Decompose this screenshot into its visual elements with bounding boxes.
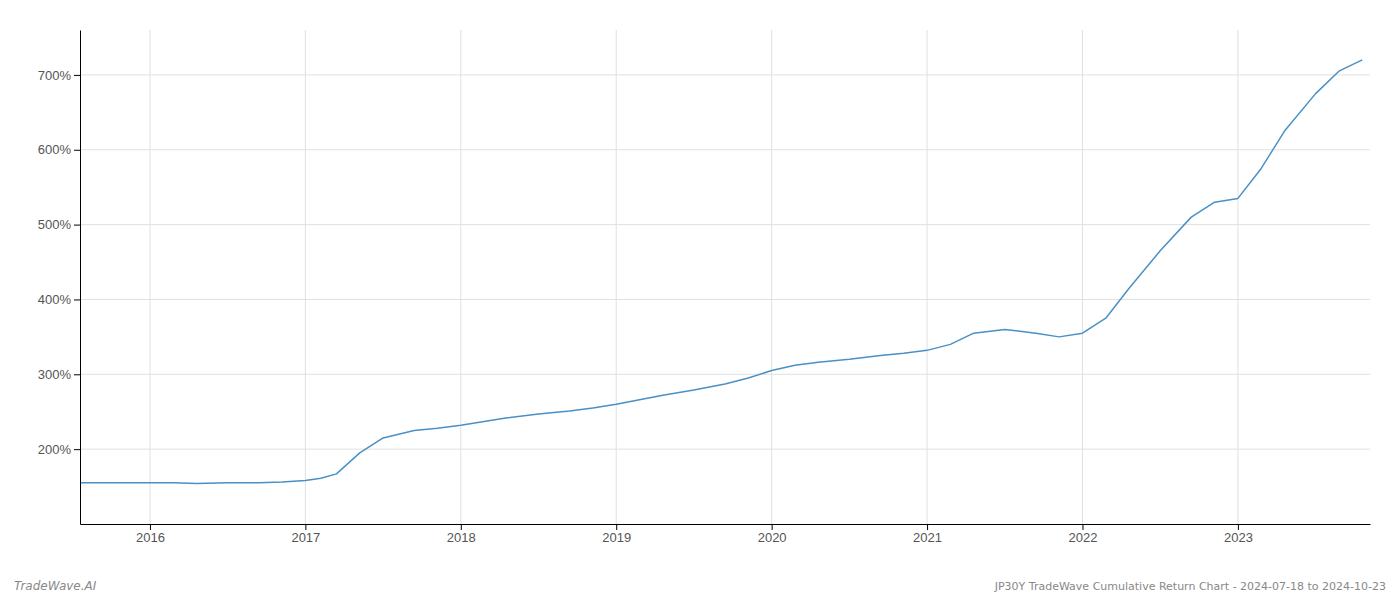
grid-line-x [771,30,772,524]
x-axis: 2016 2017 2018 2019 2020 2021 2022 2023 [81,524,1371,545]
grid-line-y [80,74,1370,75]
x-tick: 2021 [913,524,942,545]
y-tick-mark [74,449,80,450]
grid-line-x [616,30,617,524]
y-tick-mark [74,374,80,375]
grid-line-y [80,299,1370,300]
y-axis: 200% 300% 400% 500% 600% 700% [38,31,81,525]
y-tick-label: 400% [38,292,72,307]
x-tick: 2019 [602,524,631,545]
x-tick-label: 2022 [1069,530,1098,545]
x-tick-mark [772,524,773,530]
x-tick: 2016 [136,524,165,545]
x-tick-mark [1238,524,1239,530]
x-tick-label: 2021 [913,530,942,545]
grid [80,30,1370,524]
y-tick-label: 200% [38,442,72,457]
x-tick-label: 2017 [291,530,320,545]
y-tick: 400% [38,292,80,307]
y-tick-mark [74,299,80,300]
x-axis-line [81,524,1371,525]
x-tick-label: 2016 [136,530,165,545]
grid-line-x [1082,30,1083,524]
plot-area [80,60,1362,484]
grid-line-y [80,374,1370,375]
x-tick-mark [461,524,462,530]
x-tick-label: 2019 [602,530,631,545]
y-tick: 700% [38,68,80,83]
y-tick-label: 700% [38,68,72,83]
x-tick-mark [927,524,928,530]
title: JP30Y TradeWave Cumulative Return Chart … [994,580,1386,593]
x-tick: 2018 [447,524,476,545]
y-tick: 600% [38,142,80,157]
x-tick-label: 2018 [447,530,476,545]
x-tick-mark [616,524,617,530]
line [80,60,1362,484]
watermark: TradeWave.AI [14,579,97,593]
y-axis-line [80,31,81,525]
x-tick: 2023 [1224,524,1253,545]
grid-line-x [149,30,150,524]
y-tick-mark [74,75,80,76]
x-tick-mark [150,524,151,530]
y-tick: 300% [38,367,80,382]
x-tick: 2017 [291,524,320,545]
grid-line-y [80,449,1370,450]
x-tick-label: 2023 [1224,530,1253,545]
x-tick: 2022 [1069,524,1098,545]
grid-line-x [1237,30,1238,524]
grid-line-x [305,30,306,524]
grid-line-x [927,30,928,524]
y-tick-label: 500% [38,217,72,232]
x-tick: 2020 [758,524,787,545]
grid-line-y [80,149,1370,150]
y-tick: 500% [38,217,80,232]
y-tick-label: 600% [38,142,72,157]
x-tick-mark [305,524,306,530]
x-tick-mark [1082,524,1083,530]
y-tick-mark [74,150,80,151]
grid-line-x [460,30,461,524]
chart: 2016 2017 2018 2019 2020 2021 2022 2023 200% 300%… [0,0,1400,600]
grid-line-y [80,224,1370,225]
x-tick-label: 2020 [758,530,787,545]
y-tick-label: 300% [38,367,72,382]
y-tick: 200% [38,442,80,457]
y-tick-mark [74,225,80,226]
